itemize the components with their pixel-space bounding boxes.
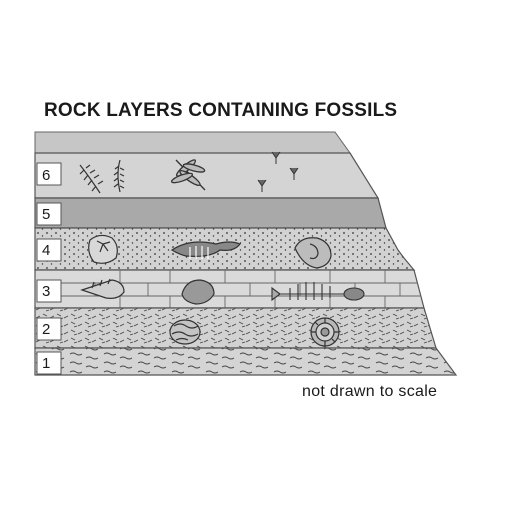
clam-fossil (181, 279, 215, 305)
svg-text:1: 1 (42, 355, 50, 372)
fern-leaf-fossil (79, 159, 125, 194)
svg-text:3: 3 (42, 283, 50, 300)
sand-dollar-fossil (88, 234, 118, 264)
layer-6 (34, 152, 380, 199)
coral-fossil (169, 319, 201, 345)
layer-label-5: 5 (36, 202, 62, 226)
dragonfly-fossil (170, 159, 206, 191)
svg-text:6: 6 (42, 167, 50, 184)
layer-5 (34, 197, 387, 229)
layer-label-6: 6 (36, 162, 62, 186)
layer-label-3: 3 (36, 279, 62, 303)
footprints-fossil (257, 151, 299, 192)
svg-text:4: 4 (42, 242, 50, 259)
diagram-title: ROCK LAYERS CONTAINING FOSSILS (44, 100, 398, 121)
ammonite-fossil (310, 317, 340, 347)
scale-note: not drawn to scale (302, 383, 438, 400)
svg-text:5: 5 (42, 206, 50, 223)
layer-label-4: 4 (36, 238, 62, 262)
layer-label-1: 1 (36, 351, 62, 375)
layer-label-2: 2 (36, 317, 62, 341)
svg-text:2: 2 (42, 321, 50, 338)
snail-shell-fossil (294, 237, 332, 269)
fish-skeleton-fossil-layer-3 (271, 282, 365, 302)
spiral-shell-fossil (80, 278, 125, 299)
layer-1 (34, 347, 458, 376)
fish-skeleton-fossil-layer-4 (170, 241, 241, 259)
layer-2 (34, 307, 437, 349)
top-surface (34, 131, 351, 154)
